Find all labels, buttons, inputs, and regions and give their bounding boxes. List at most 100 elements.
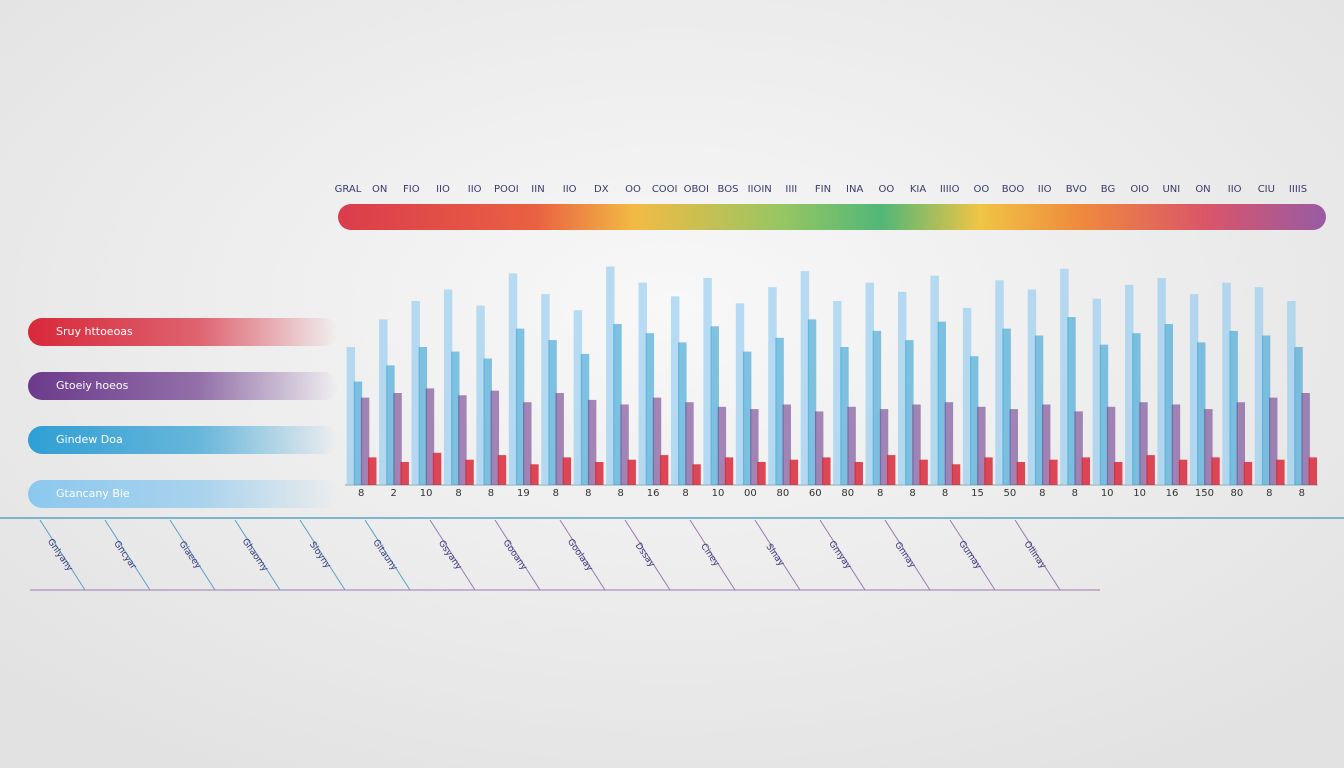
top-label: BVO [1066,184,1087,195]
top-label: BOS [718,184,739,195]
bar [1092,298,1102,485]
bar [735,303,745,485]
bar [541,294,550,485]
x-tick-label: 8 [455,488,461,499]
top-label: INA [846,184,863,195]
annotation-divider [104,519,151,591]
bar [1027,289,1037,485]
bar [886,455,896,485]
bar [627,459,636,485]
top-label: GRAL [335,184,362,195]
bar [1197,342,1206,485]
bar [710,326,719,485]
bar [458,395,467,485]
annotation-divider [429,519,476,591]
bar [620,404,629,485]
x-tick-label: 19 [517,488,530,499]
x-tick-label: 150 [1195,488,1214,499]
bar [840,347,849,485]
bar [497,455,507,485]
bar [490,390,500,485]
bar [1060,268,1069,485]
annotation-divider [559,519,606,591]
x-tick-label: 8 [358,488,364,499]
bar [1049,459,1058,485]
x-tick-label: 80 [776,488,789,499]
bar [692,464,701,485]
bar [919,459,928,485]
top-label: OBOI [684,184,709,195]
bar [742,351,752,485]
bar [822,457,831,485]
annotation-divider [754,519,801,591]
bar [368,457,377,485]
bar [353,381,363,485]
bar [346,347,356,485]
bar [652,397,662,485]
bar [937,321,946,485]
bar [670,296,680,485]
bar [1139,402,1148,485]
bar [717,406,727,485]
annotation-divider [364,519,411,591]
annotation-divider [234,519,281,591]
bar [768,287,777,485]
bar [418,347,428,485]
rainbow-band [338,204,1326,230]
bar [1204,409,1213,485]
annotation-divider [1014,519,1061,591]
bar [606,266,615,485]
bar [800,271,810,485]
x-tick-label: 00 [744,488,757,499]
top-label: CIU [1258,184,1275,195]
x-tick-label: 80 [841,488,854,499]
top-label: DX [594,184,609,195]
top-label: BG [1101,184,1115,195]
x-tick-label: 10 [1133,488,1146,499]
bar [573,310,583,485]
bar [703,278,712,485]
top-label: IIO [1038,184,1052,195]
bar [847,406,856,485]
bar [757,462,766,485]
legend-swatch [28,372,338,400]
legend-swatch [28,480,338,508]
bar [411,301,420,485]
bar [1016,462,1026,485]
bar [1106,406,1116,485]
bar [1164,324,1174,485]
x-tick-label: 50 [1004,488,1017,499]
x-tick-label: 8 [1039,488,1045,499]
x-tick-label: 8 [942,488,948,499]
annotation-divider [689,519,736,591]
bar [555,393,564,485]
bar [724,457,734,485]
bar [580,353,590,485]
bar [645,333,655,485]
bar [548,340,557,485]
top-label: ON [1195,184,1210,195]
bar [483,358,492,485]
bar [789,459,799,485]
bar [1229,330,1238,485]
top-label: FIO [403,184,420,195]
bar [613,324,622,485]
bar [1261,335,1271,485]
bar [1222,282,1231,485]
bar [1081,457,1090,485]
top-label: IIO [1228,184,1242,195]
bar [530,464,539,485]
bar [1243,462,1253,485]
bar [969,356,979,485]
bar [951,464,961,485]
bar [905,340,914,485]
x-tick-label: 15 [971,488,984,499]
annotation-divider [39,519,86,591]
bar [897,291,907,485]
bar [476,305,485,485]
x-tick-label: 60 [809,488,822,499]
bar [443,289,453,485]
bar [912,404,921,485]
bar [1236,402,1246,485]
